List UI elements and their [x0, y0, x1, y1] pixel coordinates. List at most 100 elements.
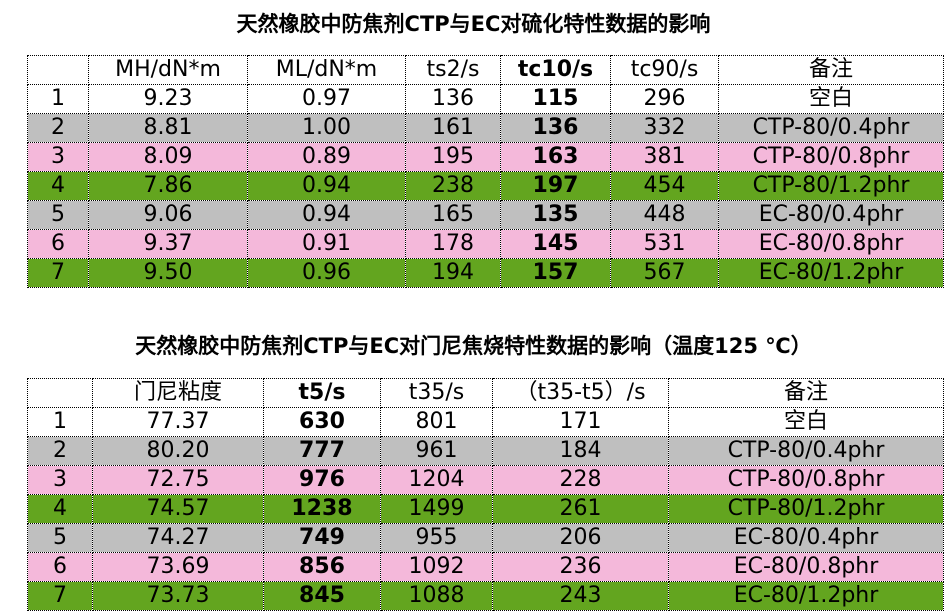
cell: 135	[500, 200, 611, 230]
cell: 845	[263, 581, 381, 611]
cell: CTP-80/1.2phr	[718, 171, 944, 201]
cell: 0.91	[247, 229, 406, 259]
cell: 1204	[380, 465, 493, 495]
cell: CTP-80/0.8phr	[718, 142, 944, 172]
cell: 1088	[380, 581, 493, 611]
cell: EC-80/0.4phr	[718, 200, 944, 230]
row: 6 9.37 0.91 178 145 531 EC-80/0.8phr	[27, 229, 944, 259]
cell: 296	[610, 84, 719, 114]
cell: EC-80/0.8phr	[718, 229, 944, 259]
header-cell: tc10/s	[500, 55, 611, 85]
row: 3 8.09 0.89 195 163 381 CTP-80/0.8phr	[27, 142, 944, 172]
header-cell: ML/dN*m	[247, 55, 406, 85]
cell: EC-80/0.4phr	[668, 523, 944, 553]
cell: 空白	[668, 407, 944, 437]
cell: 171	[492, 407, 669, 437]
cell: 236	[492, 552, 669, 582]
cell: EC-80/1.2phr	[718, 258, 944, 288]
cell: 8.81	[88, 113, 248, 143]
row: 3 72.75 976 1204 228 CTP-80/0.8phr	[27, 465, 944, 495]
cell: 6	[27, 229, 89, 259]
cell: 0.97	[247, 84, 406, 114]
cell: 3	[27, 142, 89, 172]
row: 7 73.73 845 1088 243 EC-80/1.2phr	[27, 581, 944, 611]
cell: 197	[500, 171, 611, 201]
table-title: 天然橡胶中防焦剂CTP与EC对硫化特性数据的影响	[236, 12, 711, 36]
cell: 145	[500, 229, 611, 259]
cell: 136	[500, 113, 611, 143]
cell: 777	[263, 436, 381, 466]
cell: 74.27	[92, 523, 264, 553]
header-cell	[27, 55, 89, 85]
row: 4 74.57 1238 1499 261 CTP-80/1.2phr	[27, 494, 944, 524]
table: 门尼粘度 t5/s t35/s （t35-t5）/s 备注 1 77.37 630 801 171…	[27, 378, 944, 611]
table: MH/dN*m ML/dN*m ts2/s tc10/s tc90/s 备注 1 9.23 0.…	[27, 55, 944, 288]
cell: 80.20	[92, 436, 264, 466]
cell: 801	[380, 407, 493, 437]
cell: CTP-80/0.8phr	[668, 465, 944, 495]
cell: 9.06	[88, 200, 248, 230]
cell: 856	[263, 552, 381, 582]
cell: 5	[27, 523, 93, 553]
cell: 381	[610, 142, 719, 172]
cell: 1	[27, 407, 93, 437]
header-cell: 备注	[668, 378, 944, 408]
cell: 976	[263, 465, 381, 495]
row: 6 73.69 856 1092 236 EC-80/0.8phr	[27, 552, 944, 582]
header-row: 门尼粘度 t5/s t35/s （t35-t5）/s 备注	[27, 378, 944, 408]
cell: 8.09	[88, 142, 248, 172]
cell: CTP-80/0.4phr	[718, 113, 944, 143]
row: 5 74.27 749 955 206 EC-80/0.4phr	[27, 523, 944, 553]
cell: 261	[492, 494, 669, 524]
cell: 630	[263, 407, 381, 437]
cell: 0.96	[247, 258, 406, 288]
cell: 5	[27, 200, 89, 230]
cell: 961	[380, 436, 493, 466]
header-cell: （t35-t5）/s	[492, 378, 669, 408]
cell: 332	[610, 113, 719, 143]
cell: 238	[405, 171, 501, 201]
row: 7 9.50 0.96 194 157 567 EC-80/1.2phr	[27, 258, 944, 288]
cell: 73.69	[92, 552, 264, 582]
cell: 184	[492, 436, 669, 466]
cell: 77.37	[92, 407, 264, 437]
cell: 157	[500, 258, 611, 288]
cell: 73.73	[92, 581, 264, 611]
cell: 0.94	[247, 171, 406, 201]
table-title: 天然橡胶中防焦剂CTP与EC对门尼焦烧特性数据的影响（温度125 ℃）	[135, 334, 812, 358]
row: 4 7.86 0.94 238 197 454 CTP-80/1.2phr	[27, 171, 944, 201]
row: 2 8.81 1.00 161 136 332 CTP-80/0.4phr	[27, 113, 944, 143]
cell: 1238	[263, 494, 381, 524]
cell: 955	[380, 523, 493, 553]
cell: 115	[500, 84, 611, 114]
header-cell: tc90/s	[610, 55, 719, 85]
cell: CTP-80/0.4phr	[668, 436, 944, 466]
cell: 454	[610, 171, 719, 201]
row: 2 80.20 777 961 184 CTP-80/0.4phr	[27, 436, 944, 466]
row: 1 77.37 630 801 171 空白	[27, 407, 944, 437]
header-cell: t5/s	[263, 378, 381, 408]
cell: 194	[405, 258, 501, 288]
cell: 228	[492, 465, 669, 495]
header-cell: 备注	[718, 55, 944, 85]
cell: 448	[610, 200, 719, 230]
header-cell: ts2/s	[405, 55, 501, 85]
cell: 4	[27, 494, 93, 524]
cell: 空白	[718, 84, 944, 114]
cell: 531	[610, 229, 719, 259]
cell: 9.50	[88, 258, 248, 288]
cell: 165	[405, 200, 501, 230]
row: 1 9.23 0.97 136 115 296 空白	[27, 84, 944, 114]
cell: 9.37	[88, 229, 248, 259]
cell: 1499	[380, 494, 493, 524]
cell: 0.89	[247, 142, 406, 172]
row: 5 9.06 0.94 165 135 448 EC-80/0.4phr	[27, 200, 944, 230]
header-cell	[27, 378, 93, 408]
cell: 7	[27, 258, 89, 288]
cell: 7.86	[88, 171, 248, 201]
cell: 136	[405, 84, 501, 114]
cell: 1092	[380, 552, 493, 582]
cell: 3	[27, 465, 93, 495]
cell: 163	[500, 142, 611, 172]
